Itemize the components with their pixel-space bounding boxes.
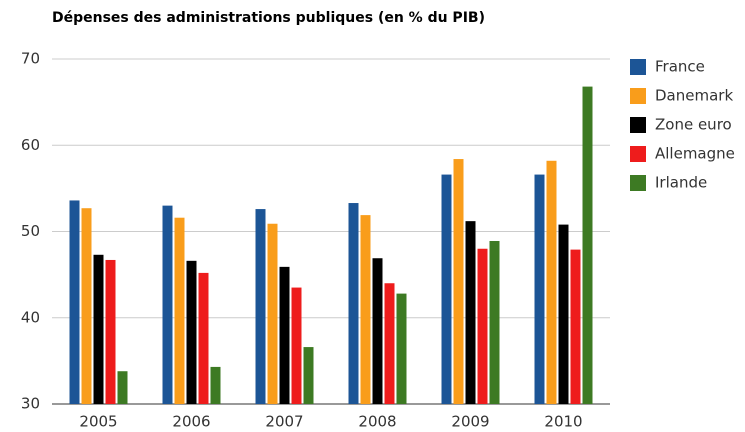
bar xyxy=(384,283,395,404)
bar xyxy=(69,200,80,404)
bar xyxy=(198,272,209,404)
x-tick-label: 2006 xyxy=(172,413,210,431)
y-tick-label: 40 xyxy=(21,308,40,326)
bar xyxy=(534,174,545,404)
legend-label: Allemagne xyxy=(655,145,735,163)
bar xyxy=(546,160,557,404)
y-tick-label: 50 xyxy=(21,222,40,240)
x-tick-label: 2009 xyxy=(451,413,489,431)
bar xyxy=(396,293,407,404)
legend-label: France xyxy=(655,58,705,76)
bar xyxy=(291,287,302,404)
bar xyxy=(93,254,104,404)
legend-swatch xyxy=(630,146,646,162)
bar xyxy=(174,217,185,404)
bar xyxy=(453,159,464,404)
bar xyxy=(267,223,278,404)
bar xyxy=(465,221,476,404)
bar xyxy=(255,209,266,404)
legend-swatch xyxy=(630,117,646,133)
legend-label: Zone euro xyxy=(655,116,732,134)
bar xyxy=(81,208,92,404)
bar xyxy=(372,258,383,404)
bar xyxy=(303,347,314,404)
legend-swatch xyxy=(630,59,646,75)
x-tick-label: 2007 xyxy=(265,413,303,431)
bar xyxy=(558,224,569,404)
y-tick-label: 30 xyxy=(21,395,40,413)
legend-label: Irlande xyxy=(655,174,707,192)
x-tick-label: 2005 xyxy=(79,413,117,431)
bar xyxy=(117,371,128,404)
y-tick-label: 60 xyxy=(21,136,40,154)
y-tick-label: 70 xyxy=(21,50,40,68)
bar xyxy=(279,266,290,404)
bar xyxy=(360,215,371,404)
bar xyxy=(105,259,116,404)
x-tick-label: 2010 xyxy=(544,413,582,431)
chart-title: Dépenses des administrations publiques (… xyxy=(52,10,485,26)
bar xyxy=(582,86,593,404)
x-tick-label: 2008 xyxy=(358,413,396,431)
bar xyxy=(441,174,452,404)
bar xyxy=(186,260,197,404)
bar xyxy=(348,203,359,404)
bar xyxy=(477,248,488,404)
bar xyxy=(489,240,500,404)
legend-label: Danemark xyxy=(655,87,733,105)
bar xyxy=(162,205,173,404)
bar xyxy=(570,249,581,404)
legend-swatch xyxy=(630,88,646,104)
legend-swatch xyxy=(630,175,646,191)
bar xyxy=(210,366,221,404)
